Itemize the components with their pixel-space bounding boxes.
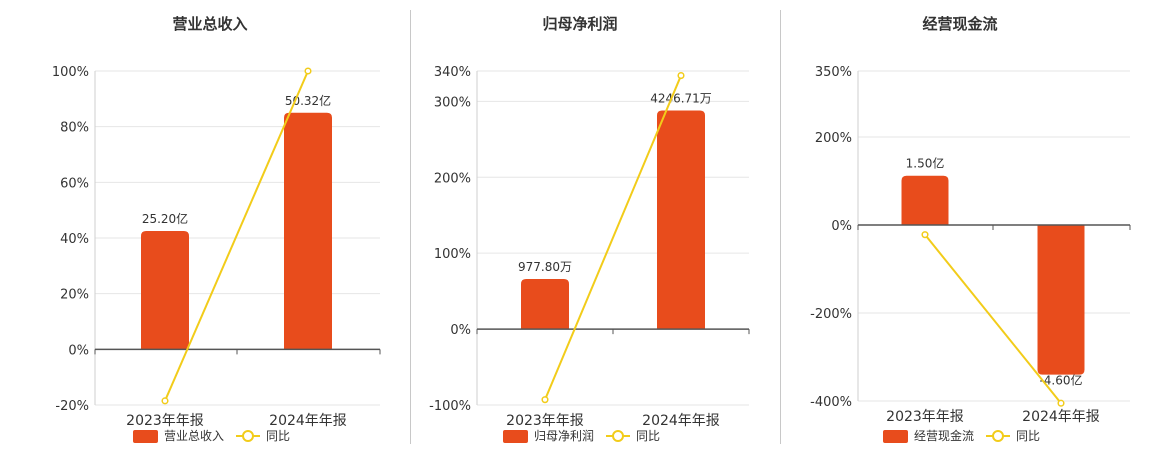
bar-data-label: 1.50亿 bbox=[906, 156, 945, 171]
bar-data-label: 4246.71万 bbox=[650, 91, 712, 105]
legend-line-label: 同比 bbox=[266, 429, 290, 443]
legend-line-marker bbox=[992, 430, 1004, 442]
y-tick-label: 350% bbox=[815, 65, 852, 80]
chart-panel-1: 营业总收入 100% 80% 60% 40% 20% 0% -20% 25.20亿 50.32亿 2… bbox=[52, 15, 381, 443]
chart-panel-3: 经营现金流 350% 200% 0% -200% -400% 1.50亿 -4.60亿 2023… bbox=[810, 15, 1131, 443]
y-tick-label: -200% bbox=[810, 307, 852, 322]
yoy-point bbox=[677, 72, 685, 80]
panel-divider-1 bbox=[410, 10, 411, 444]
x-tick-label: 2024年年报 bbox=[642, 413, 720, 429]
bar-1 bbox=[521, 278, 569, 330]
y-tick-label: 20% bbox=[60, 288, 89, 303]
yoy-line bbox=[164, 70, 309, 402]
legend-bar-label: 营业总收入 bbox=[164, 429, 224, 443]
bar-2 bbox=[284, 112, 332, 350]
y-tick-label: 0% bbox=[68, 343, 89, 358]
bar-data-label: -4.60亿 bbox=[1039, 373, 1082, 388]
legend-line-marker bbox=[612, 430, 624, 442]
y-tick-label: -100% bbox=[429, 399, 471, 414]
x-tick-label: 2024年年报 bbox=[269, 413, 347, 429]
bar-1 bbox=[141, 231, 189, 350]
legend-bar-label: 经营现金流 bbox=[914, 428, 974, 443]
bar-data-label: 25.20亿 bbox=[142, 211, 188, 226]
y-tick-label: 80% bbox=[60, 121, 89, 136]
legend-bar-swatch bbox=[883, 430, 908, 443]
chart-panel-2: 归母净利润 340% 300% 200% 100% 0% -100% 977.80万 4246.… bbox=[429, 15, 750, 443]
legend-bar-label: 归母净利润 bbox=[534, 429, 594, 443]
x-tick-label: 2024年年报 bbox=[1022, 409, 1100, 425]
legend-bar-swatch bbox=[133, 430, 158, 443]
yoy-line bbox=[924, 234, 1062, 404]
x-tick-label: 2023年年报 bbox=[886, 409, 964, 425]
yoy-point bbox=[541, 396, 549, 404]
y-tick-label: 200% bbox=[434, 171, 471, 186]
yoy-line bbox=[544, 75, 682, 401]
panel-divider-2 bbox=[780, 10, 781, 444]
chart-title: 经营现金流 bbox=[922, 15, 997, 33]
y-tick-label: 100% bbox=[52, 65, 89, 80]
legend-bar-swatch bbox=[503, 430, 528, 443]
bar-2 bbox=[1037, 225, 1085, 375]
y-tick-label: 300% bbox=[434, 95, 471, 110]
y-tick-label: 0% bbox=[831, 219, 852, 234]
legend-line-marker bbox=[242, 430, 254, 442]
bar-data-label: 50.32亿 bbox=[285, 93, 331, 108]
y-tick-label: 340% bbox=[434, 65, 471, 80]
legend-line-label: 同比 bbox=[1016, 429, 1040, 443]
legend-line-label: 同比 bbox=[636, 429, 660, 443]
y-tick-label: 40% bbox=[60, 232, 89, 247]
y-tick-label: 200% bbox=[815, 131, 852, 146]
bar-1 bbox=[901, 175, 949, 225]
yoy-point bbox=[921, 231, 929, 239]
bar-data-label: 977.80万 bbox=[518, 260, 572, 274]
chart-title: 归母净利润 bbox=[542, 15, 617, 33]
y-tick-label: 100% bbox=[434, 247, 471, 262]
chart-title: 营业总收入 bbox=[172, 15, 247, 33]
x-tick-label: 2023年年报 bbox=[506, 413, 584, 429]
y-tick-label: -400% bbox=[810, 395, 852, 410]
yoy-point bbox=[161, 397, 169, 405]
y-tick-label: -20% bbox=[55, 399, 89, 414]
x-tick-label: 2023年年报 bbox=[126, 413, 204, 429]
y-tick-label: 0% bbox=[450, 323, 471, 338]
yoy-point bbox=[304, 67, 312, 75]
bar-2 bbox=[657, 110, 705, 330]
yoy-point bbox=[1057, 399, 1065, 407]
y-tick-label: 60% bbox=[60, 176, 89, 191]
